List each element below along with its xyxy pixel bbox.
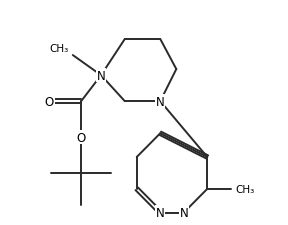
Text: N: N — [97, 69, 105, 82]
Text: N: N — [156, 95, 165, 108]
Text: CH₃: CH₃ — [49, 44, 68, 54]
Text: CH₃: CH₃ — [235, 184, 255, 194]
Text: O: O — [44, 95, 54, 108]
Text: O: O — [77, 131, 86, 144]
Text: N: N — [156, 206, 165, 219]
Text: N: N — [179, 206, 188, 219]
